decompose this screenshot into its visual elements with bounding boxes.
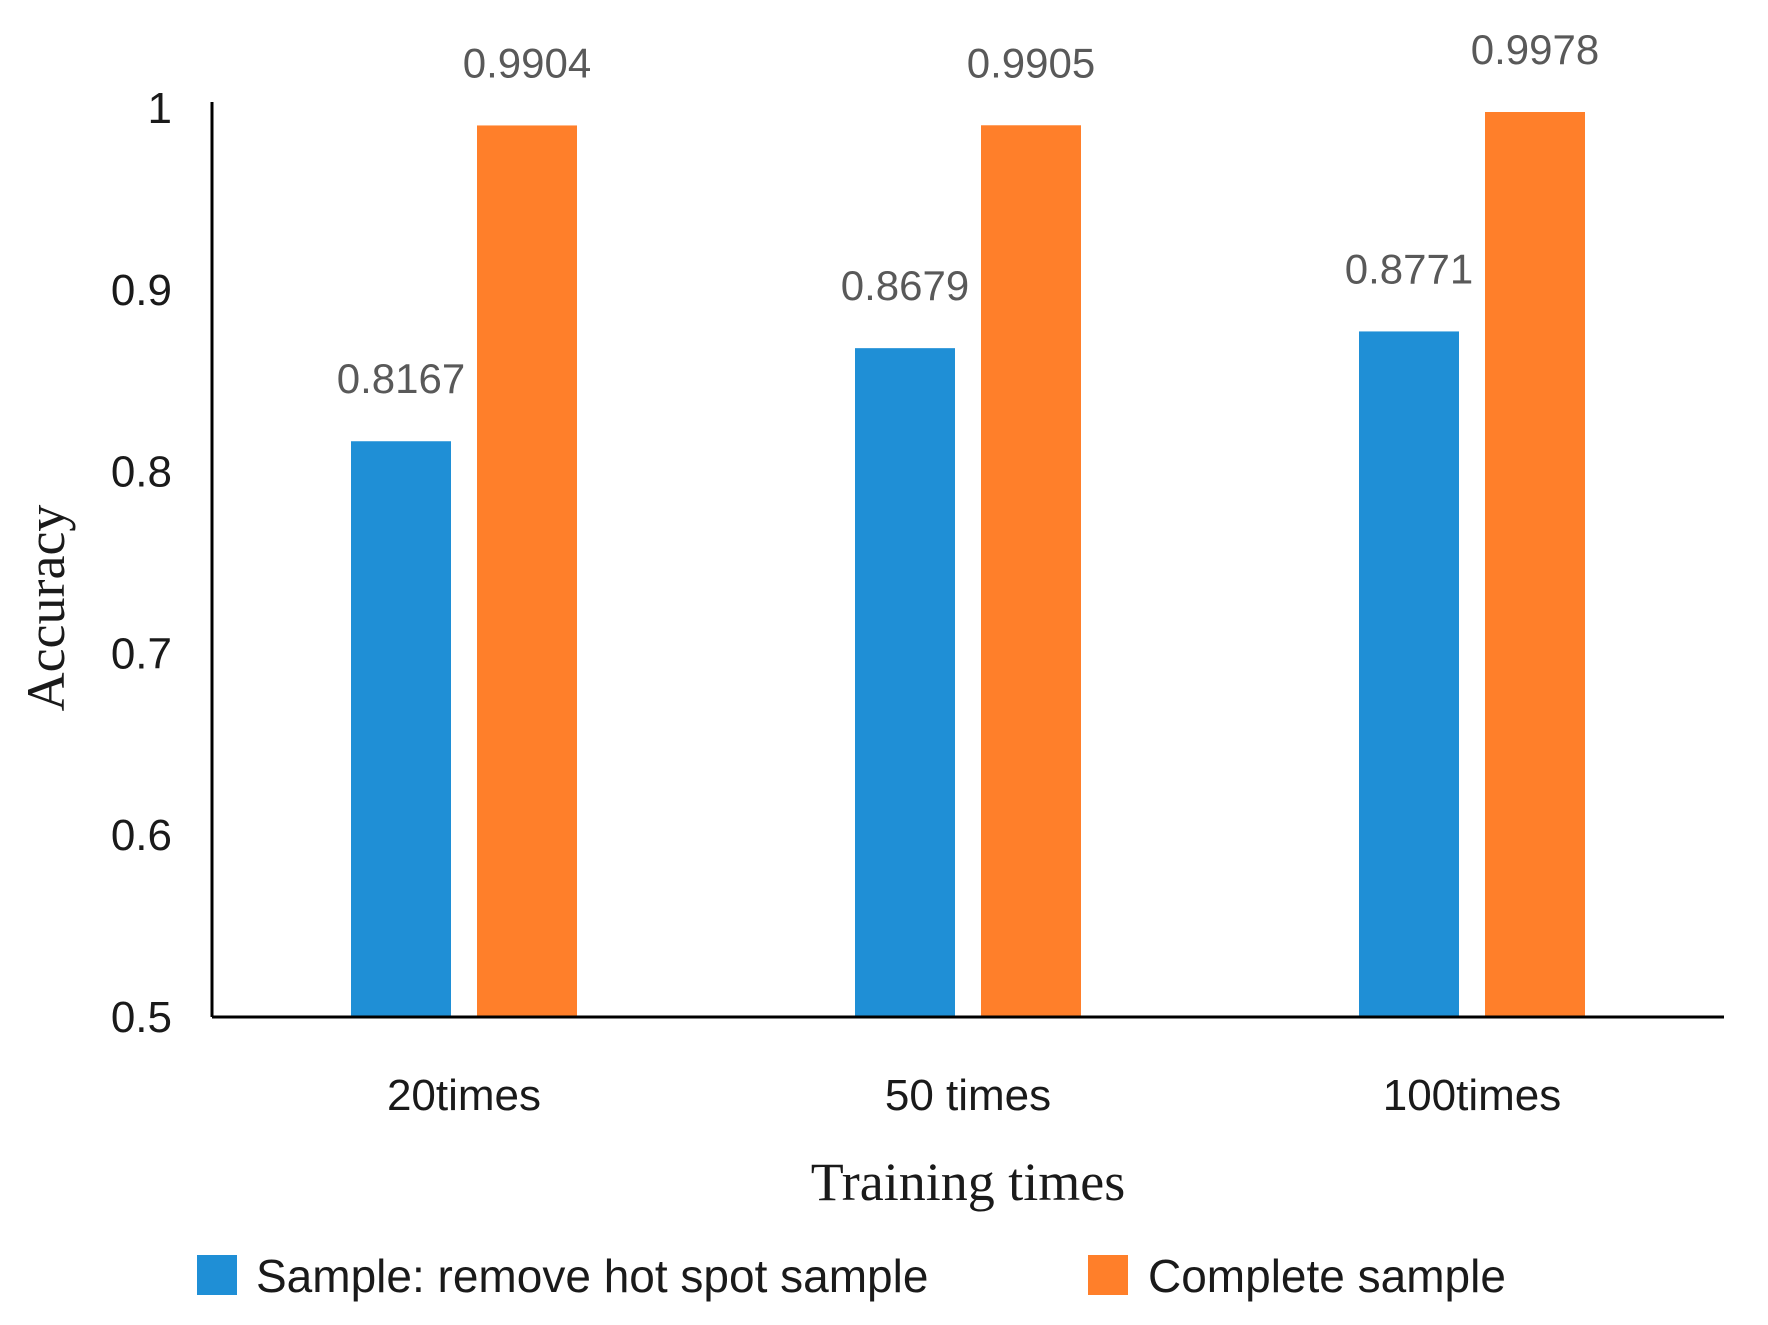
y-tick-label: 0.5: [111, 993, 172, 1042]
x-tick-label: 100times: [1383, 1071, 1562, 1120]
y-tick-label: 1: [148, 84, 172, 133]
legend-label-series-1: Sample: remove hot spot sample: [256, 1250, 928, 1302]
bar-series-1-50times: [855, 348, 955, 1017]
x-tick-label: 20times: [387, 1071, 541, 1120]
bar-series-2-20times: [477, 125, 577, 1017]
bar-series-2-50times: [981, 125, 1081, 1017]
y-tick-label: 0.8: [111, 448, 172, 497]
legend-swatch-series-1: [197, 1255, 237, 1295]
x-axis-ticks: 20times 50 times 100times: [387, 1071, 1561, 1120]
x-axis-title: Training times: [811, 1152, 1126, 1212]
y-tick-label: 0.6: [111, 811, 172, 860]
y-axis-ticks: 0.5 0.6 0.7 0.8 0.9 1: [111, 84, 172, 1042]
data-labels: 0.8167 0.9904 0.8679 0.9905 0.8771 0.9978: [337, 26, 1599, 402]
legend-swatch-series-2: [1088, 1255, 1128, 1295]
bar-series-1-100times: [1359, 331, 1459, 1017]
legend-label-series-2: Complete sample: [1148, 1250, 1506, 1302]
legend: Sample: remove hot spot sample Complete …: [197, 1250, 1506, 1302]
data-label-series-1: 0.8771: [1345, 245, 1473, 292]
y-axis-title: Accuracy: [16, 505, 76, 712]
bars: [351, 111, 1585, 1018]
data-label-series-1: 0.8679: [841, 262, 969, 309]
data-label-series-2: 0.9904: [463, 39, 591, 86]
data-label-series-2: 0.9978: [1471, 26, 1599, 73]
bar-series-2-100times: [1485, 111, 1585, 1017]
data-label-series-1: 0.8167: [337, 355, 465, 402]
x-tick-label: 50 times: [885, 1071, 1051, 1120]
bar-series-1-20times: [351, 441, 451, 1018]
y-tick-label: 0.7: [111, 629, 172, 678]
y-tick-label: 0.9: [111, 266, 172, 315]
data-label-series-2: 0.9905: [967, 39, 1095, 86]
